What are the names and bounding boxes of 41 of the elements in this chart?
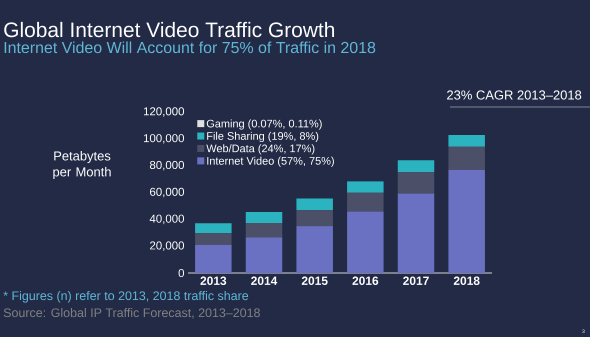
text: * Figures (n) refer to 2013, 2018 traffic share (3, 290, 248, 303)
bar (246, 237, 282, 273)
bar (195, 223, 232, 234)
x-tick-label: 2016 (352, 276, 378, 285)
y-tick-label: 20,000 (150, 241, 184, 251)
bar (296, 210, 333, 226)
y-tick-label: 60,000 (150, 188, 184, 198)
y-tick-label: 80,000 (150, 160, 184, 170)
y-tick-label: 40,000 (150, 214, 184, 224)
chart-title: Global Internet Video Traffic Growth (4, 22, 334, 38)
y-tick-label: 100,000 (144, 134, 184, 144)
bar (448, 170, 485, 273)
legend-label: Internet Video (57%, 75%) (207, 156, 334, 167)
bar (448, 146, 485, 170)
source-note: Source: Global IP Traffic Forecast, 2013–2018 (4, 308, 260, 319)
bar (246, 222, 282, 238)
x-tick-label: 2017 (403, 276, 429, 285)
bar (398, 194, 434, 273)
x-tick-label: 2013 (200, 276, 226, 286)
bar (195, 244, 232, 273)
bar (398, 172, 434, 194)
bar (195, 233, 232, 245)
bar (347, 181, 384, 192)
text: 23% CAGR 2013–2018 (447, 90, 582, 100)
legend-label: File Sharing (19%, 8%) (207, 132, 318, 142)
bar (448, 134, 485, 146)
legend-label: Gaming (0.07%, 0.11%) (206, 119, 322, 130)
x-tick-label: 2014 (251, 276, 278, 285)
bar (246, 212, 282, 223)
bar (347, 212, 384, 273)
legend-label: Web/Data (24%, 17%) (206, 144, 314, 154)
bar (296, 198, 333, 210)
x-tick-label: 2018 (454, 276, 480, 285)
bar (296, 226, 333, 273)
bar (347, 192, 384, 212)
y-tick-label: 120,000 (144, 107, 184, 117)
chart-subtitle: Internet Video Will Account for 75% of Traffic in 2018 (4, 41, 376, 54)
y-axis-title: Petabytes per Month (53, 150, 111, 180)
x-tick-label: 2015 (302, 276, 328, 285)
y-tick-label: 0 (178, 268, 184, 278)
bar (398, 160, 434, 172)
